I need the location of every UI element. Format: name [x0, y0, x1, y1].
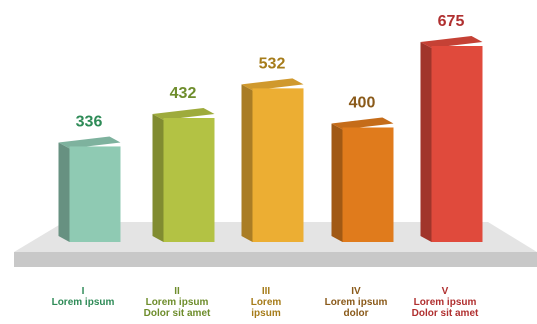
category-sublabel: ipsum — [251, 308, 281, 319]
value-labels-group: 336 432 532 400 675 — [76, 13, 465, 130]
bar-5-front — [431, 46, 483, 242]
bar-2-front — [163, 118, 215, 242]
bar-4-top — [331, 117, 394, 130]
category-numeral: IV — [351, 286, 361, 297]
category-sublabel: Dolor sit amet — [411, 308, 479, 319]
bar-4-front — [342, 127, 394, 242]
bar-5-top — [420, 36, 483, 48]
category-numeral: II — [174, 286, 180, 297]
bar-3-top — [241, 78, 304, 91]
category-sublabel: Lorem ipsum — [413, 297, 477, 308]
category-numeral: III — [261, 286, 271, 297]
value-label-4: 400 — [349, 94, 376, 111]
bar-1 — [58, 136, 121, 242]
bar-1-front — [69, 146, 121, 242]
bars-group — [58, 36, 483, 243]
bar-5 — [420, 36, 483, 242]
value-label-2: 432 — [170, 85, 197, 102]
bar-2-side — [152, 114, 164, 242]
category-label-1: I Lorem ipsum — [28, 286, 138, 308]
category-sublabel: Dolor sit amet — [143, 308, 211, 319]
category-numeral: I — [81, 286, 85, 297]
bar-1-top — [58, 136, 121, 149]
value-label-1: 336 — [76, 113, 103, 130]
bar-2 — [152, 108, 215, 242]
category-label-4: IV Lorem ipsum dolor — [301, 286, 411, 319]
category-sublabel: Lorem ipsum — [145, 297, 209, 308]
bar-3 — [241, 78, 304, 243]
bar-4 — [331, 117, 394, 242]
category-label-3: III Lorem ipsum — [211, 286, 321, 319]
category-sublabel: dolor — [343, 308, 369, 319]
category-label-2: II Lorem ipsum Dolor sit amet — [122, 286, 232, 319]
category-sublabel: Lorem ipsum — [51, 297, 115, 308]
category-numeral: V — [441, 286, 449, 297]
platform-front — [14, 252, 537, 267]
bar-3-side — [241, 84, 253, 243]
category-sublabel: Lorem — [250, 297, 282, 308]
bar-2-top — [152, 108, 215, 120]
bar-1-side — [58, 142, 70, 242]
bar-5-side — [420, 42, 432, 242]
value-label-3: 532 — [259, 55, 286, 72]
bar-4-side — [331, 123, 343, 242]
category-sublabel: Lorem ipsum — [324, 297, 388, 308]
value-label-5: 675 — [438, 13, 465, 30]
bar-3-front — [252, 88, 304, 243]
category-label-5: V Lorem ipsum Dolor sit amet — [390, 286, 500, 319]
